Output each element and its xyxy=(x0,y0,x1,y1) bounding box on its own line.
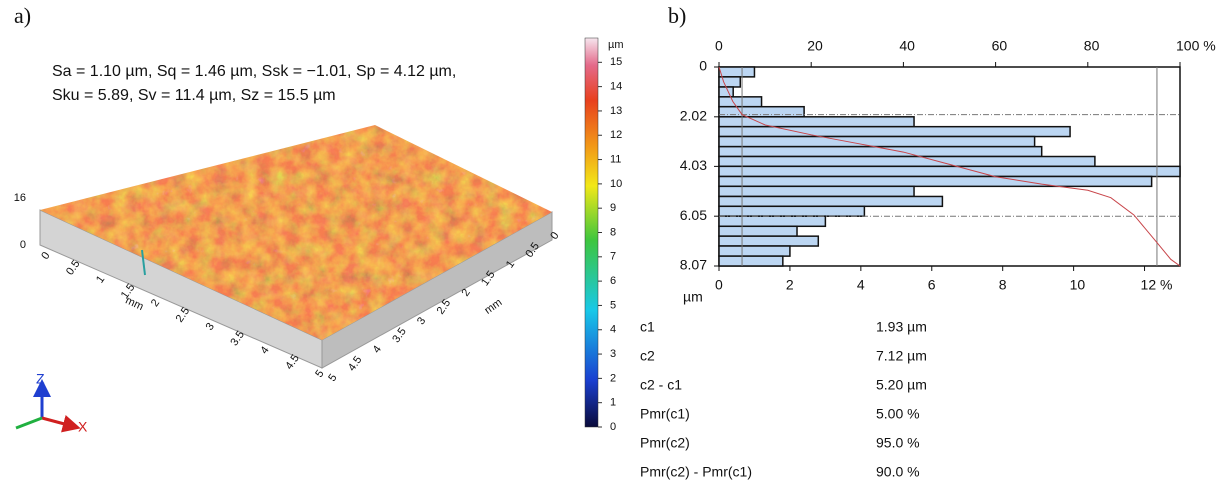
triad-label: Z xyxy=(36,371,45,387)
colorbar-unit: µm xyxy=(608,39,624,51)
colorbar-tick-label: 10 xyxy=(610,178,622,190)
colorbar-tick-label: 12 xyxy=(610,129,622,141)
table-value: 5.00 % xyxy=(876,406,920,422)
y-tick-label: 4.03 xyxy=(680,157,707,173)
x2-tick-label: 20 xyxy=(807,38,823,54)
x-tick-label: 1 xyxy=(94,274,107,286)
bar xyxy=(719,186,914,196)
colorbar-tick-label: 4 xyxy=(610,324,616,336)
axis-triad: Z X xyxy=(16,371,88,435)
x-tick-label: 2 xyxy=(149,297,162,309)
bar xyxy=(719,166,1180,176)
colorbar-tick-label: 2 xyxy=(610,372,616,384)
x-tick-label: 0 xyxy=(715,277,723,293)
table-label: Pmr(c1) xyxy=(640,406,690,422)
bar xyxy=(719,196,942,206)
bar xyxy=(719,67,754,77)
surface-texture xyxy=(30,115,560,350)
x-tick-label: 10 xyxy=(1070,277,1086,293)
colorbar xyxy=(585,38,598,427)
colorbar-tick-label: 9 xyxy=(610,202,616,214)
surface xyxy=(30,115,560,350)
stats-line: Sa = 1.10 µm, Sq = 1.46 µm, Ssk = −1.01,… xyxy=(52,63,456,80)
bar xyxy=(719,206,864,216)
x-tick-label: 12 % xyxy=(1141,277,1173,293)
bar xyxy=(719,246,790,256)
colorbar-tick-label: 5 xyxy=(610,299,616,311)
colorbar-tick-label: 8 xyxy=(610,226,616,238)
x2-tick-label: 40 xyxy=(899,38,915,54)
table-value: 95.0 % xyxy=(876,435,920,451)
y-tick-label: 4.5 xyxy=(346,354,365,373)
x2-tick-label: 80 xyxy=(1084,38,1100,54)
table-label: Pmr(c2) - Pmr(c1) xyxy=(640,464,752,480)
x-tick-label: 4 xyxy=(857,277,865,293)
colorbar-tick-label: 11 xyxy=(610,153,621,165)
bar xyxy=(719,176,1152,186)
y-axis-label: mm xyxy=(483,296,505,316)
panel-label: a) xyxy=(14,3,31,28)
bar xyxy=(719,97,762,107)
colorbar-tick-label: 3 xyxy=(610,348,616,360)
colorbar-tick-label: 1 xyxy=(610,397,616,409)
bar xyxy=(719,236,818,246)
x2-tick-label: 60 xyxy=(992,38,1008,54)
x-tick-label: 8 xyxy=(999,277,1007,293)
y-tick-label: 4 xyxy=(371,344,384,356)
bar xyxy=(719,157,1095,167)
bar xyxy=(719,226,797,236)
figure: a) Sa = 1.10 µm, Sq = 1.46 µm, Ssk = −1.… xyxy=(0,0,1222,486)
colorbar-tick-label: 15 xyxy=(610,56,622,68)
table-value: 7.12 µm xyxy=(876,348,927,364)
x2-tick-label: 100 % xyxy=(1176,38,1216,54)
panel-label: b) xyxy=(668,3,686,28)
table-label: c1 xyxy=(640,319,655,335)
triad-axis xyxy=(16,418,42,428)
colorbar-tick-label: 14 xyxy=(610,81,622,93)
x-tick-label: 6 xyxy=(928,277,936,293)
triad-label: X xyxy=(78,419,88,435)
y-tick-label: 2 xyxy=(459,287,472,299)
bar xyxy=(719,216,825,226)
colorbar-tick-label: 6 xyxy=(610,275,616,287)
bar xyxy=(719,137,1035,147)
y-tick-label: 2.02 xyxy=(680,108,707,124)
bar xyxy=(719,256,783,266)
y-tick-label: 3 xyxy=(415,315,428,327)
colorbar-tick-label: 13 xyxy=(610,105,622,117)
colorbar-tick-label: 7 xyxy=(610,251,616,263)
x-tick-label: 2 xyxy=(786,277,794,293)
triad-axis xyxy=(42,418,72,426)
y-tick-label: 0 xyxy=(699,58,707,74)
x-tick-label: 0 xyxy=(39,250,52,262)
table-value: 90.0 % xyxy=(876,464,920,480)
x-tick-label: 4 xyxy=(258,344,271,356)
bar xyxy=(719,117,914,127)
bar xyxy=(719,107,804,117)
colorbar-tick-label: 0 xyxy=(610,421,616,433)
z-tick-label: 0 xyxy=(20,239,26,251)
x-tick-label: 5 xyxy=(313,368,326,380)
y-tick-label: 8.07 xyxy=(680,257,707,273)
table-label: Pmr(c2) xyxy=(640,435,690,451)
table-value: 5.20 µm xyxy=(876,377,927,393)
bar xyxy=(719,127,1070,137)
z-tick-label: 16 xyxy=(14,192,26,204)
table-value: 1.93 µm xyxy=(876,319,927,335)
table-label: c2 xyxy=(640,348,655,364)
y-axis-label: µm xyxy=(683,289,703,305)
x-axis-label: mm xyxy=(124,294,146,313)
table-label: c2 - c1 xyxy=(640,377,682,393)
x2-tick-label: 0 xyxy=(715,38,723,54)
y-tick-label: 6.05 xyxy=(680,207,707,223)
y-tick-label: 5 xyxy=(326,372,339,384)
bar xyxy=(719,87,733,97)
x-tick-label: 3 xyxy=(204,321,217,333)
stats-line: Sku = 5.89, Sv = 11.4 µm, Sz = 15.5 µm xyxy=(52,87,336,104)
